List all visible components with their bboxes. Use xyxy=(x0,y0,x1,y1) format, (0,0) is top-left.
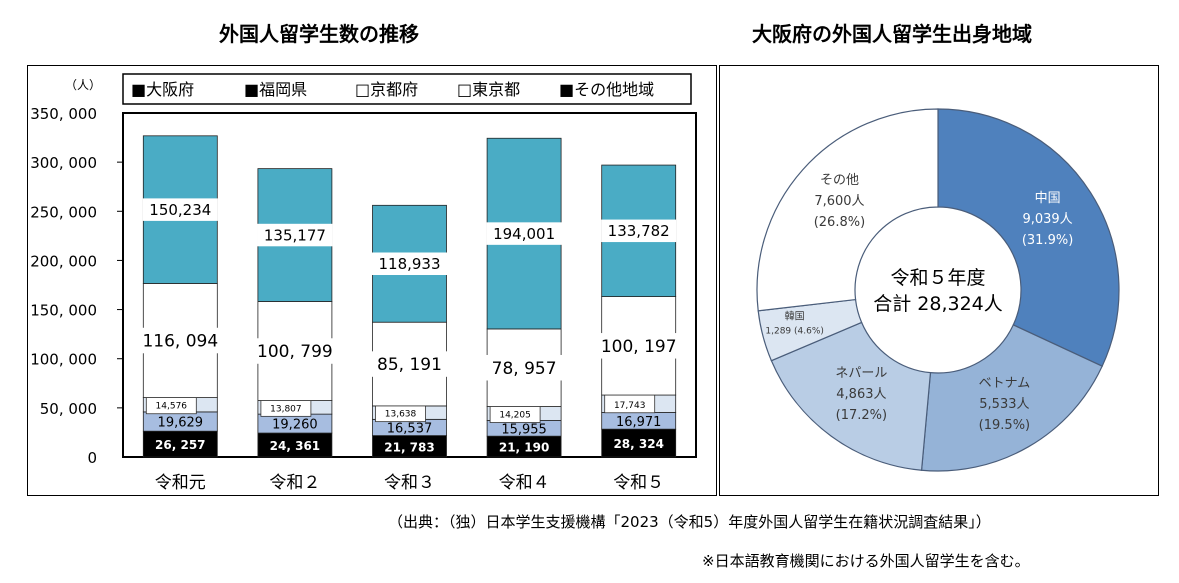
y-tick-label: 250, 000 xyxy=(30,203,97,221)
data-label: 78, 957 xyxy=(492,359,557,379)
footer-source: （出典：（独）日本学生支援機構「2023（令和5）年度外国人留学生在籍状況調査結… xyxy=(388,513,991,531)
data-label-bg xyxy=(486,222,562,245)
data-label: 133,782 xyxy=(608,222,670,240)
data-label: 26, 257 xyxy=(155,438,205,452)
data-label: 14,576 xyxy=(156,402,188,412)
stacked-bar-chart: 0 50, 000 100, 000 150, 000 200, 000 250, 000… xyxy=(30,73,697,493)
y-tick-label: 50, 000 xyxy=(40,400,97,418)
data-label: 28, 324 xyxy=(613,437,663,451)
data-label-bg xyxy=(257,223,333,247)
data-label-bg xyxy=(133,327,228,354)
bar-chart-panel: 0 50, 000 100, 000 150, 000 200, 000 250, 000… xyxy=(27,65,717,496)
donut-center-total: 合計 28,324人 xyxy=(873,293,1003,315)
y-unit-label: （人） xyxy=(65,78,101,92)
legend-entry: □京都府 xyxy=(355,80,418,99)
data-label: 15,955 xyxy=(501,422,547,437)
donut-center-year: 令和５年度 xyxy=(890,267,985,289)
y-tick-label: 200, 000 xyxy=(30,252,97,270)
data-label-bg xyxy=(142,198,218,221)
data-label: 85, 191 xyxy=(377,355,442,375)
data-label: 118,933 xyxy=(378,255,440,273)
pie-slice xyxy=(770,321,932,471)
slice-label-value: 7,600人 xyxy=(814,194,864,209)
slice-label-percent: (19.5%) xyxy=(979,418,1030,433)
data-label-bg xyxy=(367,351,452,377)
data-label: 24, 361 xyxy=(270,439,320,453)
slice-label-name: ベトナム xyxy=(979,376,1031,391)
x-tick-label: 令和２ xyxy=(269,473,320,493)
x-tick-label: 令和３ xyxy=(384,473,435,493)
bar-segment xyxy=(601,428,677,458)
data-label: 21, 783 xyxy=(384,440,434,454)
x-tick-label: 令和４ xyxy=(499,473,550,493)
legend-entry: □東京都 xyxy=(457,80,520,99)
slice-label-name: 韓国 xyxy=(785,311,805,323)
y-tick-label: 100, 000 xyxy=(30,351,97,369)
slice-label-value: 4,863人 xyxy=(836,387,886,402)
slice-label-percent: (31.9%) xyxy=(1022,233,1073,248)
data-label: 19,260 xyxy=(272,418,318,433)
data-label: 13,638 xyxy=(385,410,417,420)
data-label: 16,537 xyxy=(387,421,433,436)
y-tick-label: 300, 000 xyxy=(30,154,97,172)
slice-label-percent: (17.2%) xyxy=(836,408,887,423)
data-label: 13,807 xyxy=(270,404,302,414)
slice-label-name: その他 xyxy=(820,173,859,188)
data-label: 17,743 xyxy=(614,401,646,411)
data-label-bg xyxy=(371,252,448,276)
left-chart-title: 外国人留学生数の推移 xyxy=(219,22,419,46)
data-label: 16,971 xyxy=(616,415,662,430)
data-label: 19,629 xyxy=(158,416,204,431)
legend-entry: ■福岡県 xyxy=(244,80,307,99)
y-tick-label: 350, 000 xyxy=(30,105,97,123)
data-label: 14,205 xyxy=(499,411,531,421)
data-label: 135,177 xyxy=(264,226,326,244)
slice-label-value: 1,289 (4.6%) xyxy=(765,327,824,337)
data-label-bg xyxy=(247,338,343,364)
legend-entry: ■その他地域 xyxy=(559,80,654,99)
bar-segment xyxy=(142,430,218,458)
pie-slice xyxy=(756,108,939,312)
data-label: 21, 190 xyxy=(499,441,549,455)
data-label-bg xyxy=(591,333,686,359)
data-label-bg xyxy=(601,219,677,243)
data-label: 100, 799 xyxy=(257,342,333,362)
y-tick-label: 150, 000 xyxy=(30,302,97,320)
slice-label-percent: (26.8%) xyxy=(814,215,865,230)
donut-chart: 中国 9,039人 (31.9%) ベトナム 5,533人 (19.5%) ネパール 4,86… xyxy=(756,108,1120,472)
slice-label-name: 中国 xyxy=(1035,191,1061,206)
x-tick-label: 令和元 xyxy=(155,473,206,493)
data-label: 150,234 xyxy=(149,201,211,219)
slice-label-name: ネパール xyxy=(835,366,887,381)
pie-slice xyxy=(920,324,1103,472)
footer-note: ※日本語教育機関における外国人留学生を含む。 xyxy=(702,552,1030,570)
pie-slice xyxy=(937,108,1120,367)
data-label: 194,001 xyxy=(493,225,555,243)
legend: ■大阪府 ■福岡県 □京都府 □東京都 ■その他地域 xyxy=(122,73,692,105)
data-label: 116, 094 xyxy=(142,332,218,352)
legend-entry: ■大阪府 xyxy=(131,80,194,99)
right-chart-title: 大阪府の外国人留学生出身地域 xyxy=(752,22,1032,46)
data-label: 100, 197 xyxy=(601,337,677,357)
slice-label-value: 9,039人 xyxy=(1022,212,1072,227)
y-tick-label: 0 xyxy=(87,449,97,467)
x-tick-label: 令和５ xyxy=(613,473,664,493)
legend-box xyxy=(122,73,692,105)
slice-label-value: 5,533人 xyxy=(979,397,1029,412)
data-label-bg xyxy=(482,354,566,381)
pie-chart-panel: 中国 9,039人 (31.9%) ベトナム 5,533人 (19.5%) ネパール 4,86… xyxy=(719,65,1159,496)
